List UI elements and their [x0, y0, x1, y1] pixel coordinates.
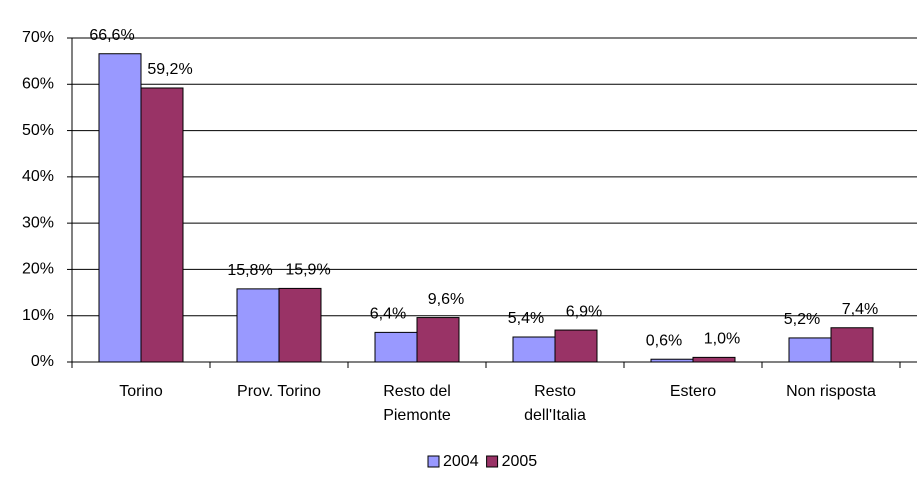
value-label: 5,2%: [784, 311, 820, 328]
x-tick-label: Prov. Torino: [237, 383, 321, 400]
bar: [416, 317, 460, 363]
value-label: 15,8%: [227, 262, 272, 279]
value-label: 5,4%: [508, 310, 544, 327]
bar: [788, 337, 832, 363]
x-tick-label: Torino: [119, 383, 163, 400]
value-label: 0,6%: [646, 332, 682, 349]
value-label: 66,6%: [89, 27, 134, 44]
bar: [650, 358, 694, 363]
x-tick-label: Resto dell'Italia: [524, 383, 586, 424]
bar: [554, 329, 598, 363]
bar: [236, 288, 280, 363]
legend-swatch: [427, 455, 440, 468]
x-tick-label: Resto del Piemonte: [383, 383, 451, 424]
y-tick-label: 30%: [22, 214, 54, 231]
x-tick-label: Non risposta: [786, 383, 876, 400]
bar: [374, 331, 418, 363]
legend-label: 2004: [443, 453, 479, 470]
bar: [830, 327, 874, 363]
value-label: 6,9%: [566, 303, 602, 320]
x-tick-label: Estero: [669, 383, 717, 400]
value-label: 1,0%: [704, 331, 740, 348]
value-label: 15,9%: [285, 262, 330, 279]
bar: [98, 53, 142, 363]
value-label: 6,4%: [370, 306, 406, 323]
y-tick-label: 40%: [22, 168, 54, 185]
bar: [692, 356, 736, 363]
y-tick-label: 0%: [31, 353, 54, 370]
y-tick-label: 10%: [22, 307, 54, 324]
legend-swatch: [486, 455, 499, 468]
value-label: 7,4%: [842, 301, 878, 318]
y-tick-label: 60%: [22, 76, 54, 93]
y-tick-label: 70%: [22, 29, 54, 46]
bar: [140, 87, 184, 363]
bar: [278, 287, 322, 363]
legend-label: 2005: [502, 453, 538, 470]
y-tick-label: 50%: [22, 122, 54, 139]
value-label: 59,2%: [147, 61, 192, 78]
bar: [512, 336, 556, 363]
value-label: 9,6%: [428, 291, 464, 308]
y-tick-label: 20%: [22, 261, 54, 278]
